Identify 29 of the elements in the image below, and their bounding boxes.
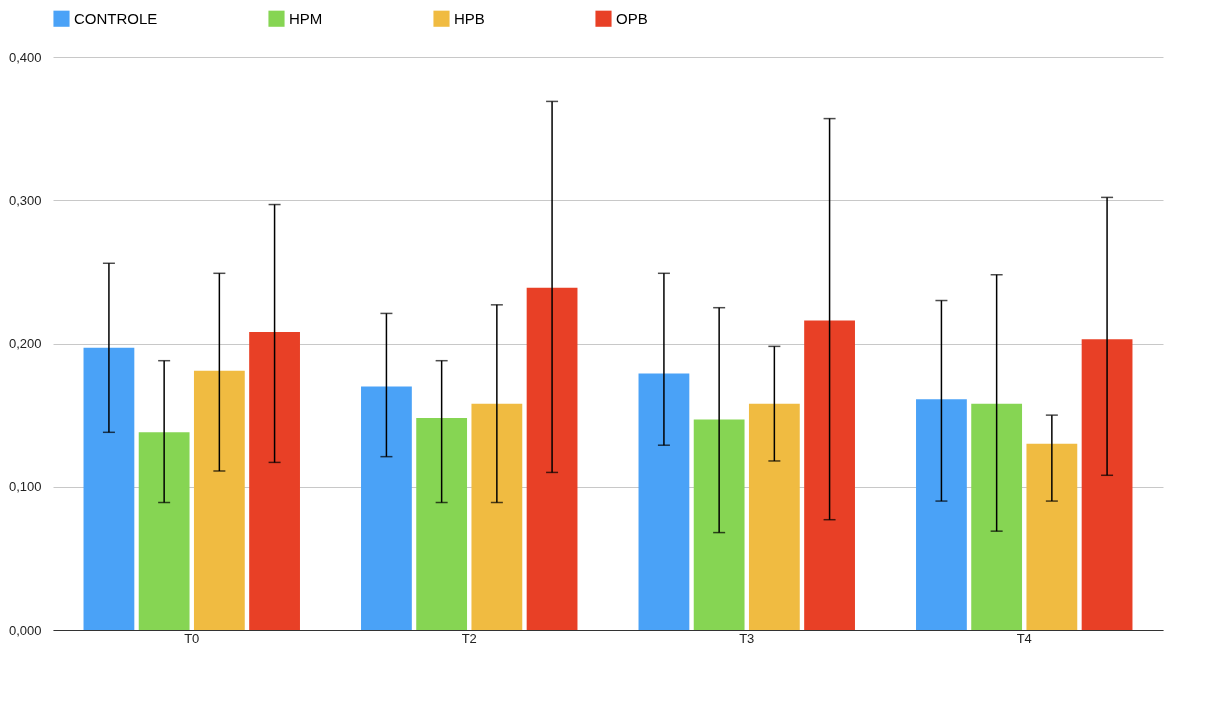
bar — [693, 419, 745, 630]
bar — [471, 403, 523, 630]
y-tick-label: 0,200 — [8, 336, 42, 351]
x-tick-label: T0 — [184, 630, 200, 646]
bar — [748, 403, 800, 630]
bar — [138, 432, 190, 630]
bar — [526, 287, 578, 630]
legend-label: HPM — [289, 9, 323, 27]
bar — [916, 399, 967, 630]
bar — [1081, 339, 1133, 630]
x-tick-label: T3 — [739, 630, 755, 646]
x-tick-label: T2 — [461, 630, 477, 646]
y-tick-label: 0,000 — [8, 622, 42, 638]
legend-label: CONTROLE — [74, 9, 158, 27]
bar — [361, 386, 412, 630]
y-tick-label: 0,100 — [8, 479, 42, 495]
bar — [971, 403, 1023, 630]
bar — [638, 373, 690, 630]
legend-label: OPB — [616, 9, 648, 27]
bar — [193, 370, 245, 630]
bar — [416, 417, 468, 630]
bar — [804, 320, 855, 630]
y-tick-label: 0,400 — [8, 49, 42, 65]
bar — [83, 347, 135, 630]
y-tick-label: 0,300 — [8, 192, 42, 208]
bar — [1026, 443, 1078, 630]
x-tick-label: T4 — [1016, 630, 1032, 646]
legend-label: HPB — [454, 9, 485, 27]
bar — [249, 332, 300, 630]
